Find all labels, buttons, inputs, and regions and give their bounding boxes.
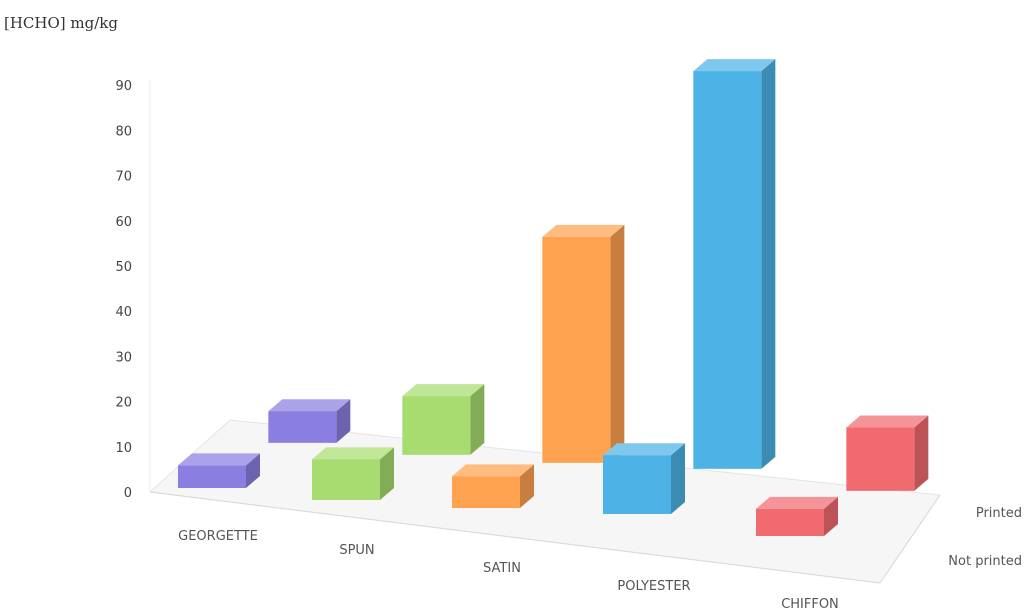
y-tick-label: 40 — [115, 305, 132, 320]
bar-georgette-printed — [268, 399, 351, 443]
series-labels: Not printed Printed — [948, 506, 1022, 569]
category-labels: GEORGETTE SPUN SATIN POLYESTER CHIFFON — [178, 529, 839, 612]
y-tick-label: 50 — [115, 260, 132, 275]
series-label: Printed — [976, 506, 1022, 521]
depth-axis-line — [879, 494, 941, 584]
bar-polyester-printed — [693, 59, 776, 469]
bar-satin-not-printed — [452, 464, 534, 508]
y-tick-label: 0 — [124, 486, 132, 501]
category-label: SATIN — [483, 561, 521, 576]
front-floor-edge — [149, 491, 881, 584]
bar-spun-printed — [402, 384, 485, 455]
bars — [178, 59, 929, 536]
bar-spun-not-printed — [312, 447, 394, 500]
series-label: Not printed — [948, 554, 1022, 569]
y-tick-label: 70 — [115, 170, 132, 185]
bar-satin-printed — [542, 224, 625, 463]
y-tick-label: 30 — [115, 350, 132, 365]
bar-chiffon-not-printed — [756, 496, 838, 536]
y-tick-label: 90 — [115, 79, 132, 94]
y-tick-label: 60 — [115, 215, 132, 230]
bar-georgette-not-printed — [178, 453, 260, 488]
y-axis-label: [HCHO] mg/kg — [4, 14, 118, 32]
category-label: GEORGETTE — [178, 529, 258, 544]
y-tick-label: 80 — [115, 124, 132, 139]
y-tick-label: 10 — [115, 441, 132, 456]
y-tick-label: 20 — [115, 396, 132, 411]
y-axis-ticks: 0 10 20 30 40 50 60 70 80 90 — [115, 79, 132, 501]
bar-polyester-not-printed — [603, 443, 685, 514]
category-label: POLYESTER — [617, 579, 690, 594]
category-label: SPUN — [339, 543, 374, 558]
bar-chiffon-printed — [846, 415, 929, 491]
category-label: CHIFFON — [781, 597, 839, 612]
